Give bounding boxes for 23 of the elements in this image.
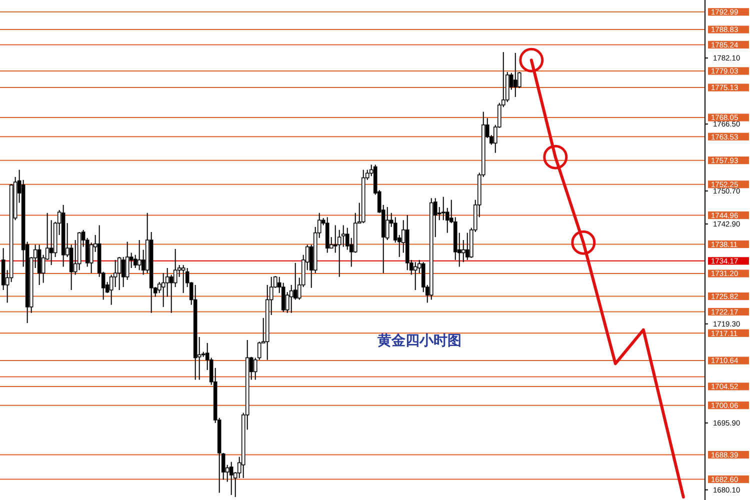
candlestick xyxy=(157,281,162,294)
candlestick xyxy=(109,274,114,306)
candlestick xyxy=(49,220,54,266)
candlestick xyxy=(513,52,518,98)
candlestick xyxy=(133,254,138,268)
candlestick xyxy=(161,272,166,308)
candlestick xyxy=(121,256,126,288)
candlestick xyxy=(461,240,466,263)
point xyxy=(543,144,568,170)
candlestick xyxy=(413,262,418,291)
candlestick xyxy=(229,461,234,496)
point xyxy=(519,48,544,72)
candlestick xyxy=(289,284,294,314)
candlestick xyxy=(465,232,470,260)
point xyxy=(571,230,596,255)
candlestick xyxy=(89,242,94,274)
annotation: 黄金四小时图 xyxy=(376,333,462,349)
candlestick xyxy=(117,256,122,291)
candlestick xyxy=(441,196,446,221)
candlestick xyxy=(137,240,142,271)
candlestick xyxy=(37,244,42,286)
candlestick xyxy=(337,229,342,278)
candlestick xyxy=(181,264,186,294)
